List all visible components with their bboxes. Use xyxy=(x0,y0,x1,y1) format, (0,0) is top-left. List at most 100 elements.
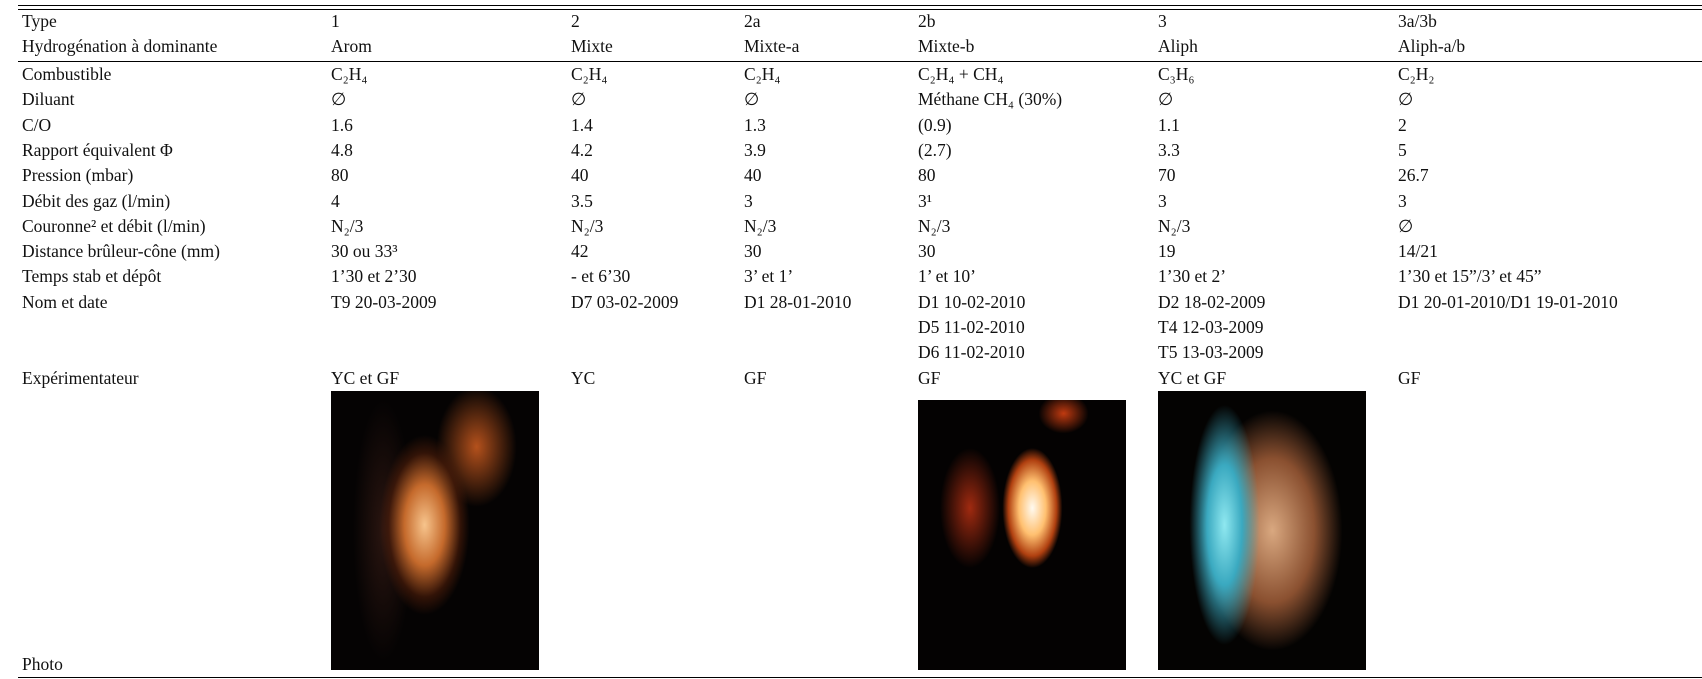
header-cell: Mixte-a xyxy=(744,36,800,57)
cell: N₂/3 xyxy=(918,215,951,236)
cell: 19 xyxy=(1158,241,1176,262)
cell: YC et GF xyxy=(1158,367,1227,388)
cell: 1’30 et 2’ xyxy=(1158,266,1227,287)
row-label: C/O xyxy=(22,114,52,135)
cell: C₂H₄ + CH₄ xyxy=(918,64,1004,84)
cell: 2 xyxy=(1398,114,1407,135)
cell: N₂/3 xyxy=(744,215,777,236)
cell: 30 xyxy=(744,241,762,262)
bottom-rule xyxy=(18,677,1702,678)
header-cell: Aliph xyxy=(1158,36,1198,57)
cell: 26.7 xyxy=(1398,165,1429,186)
cell: (0.9) xyxy=(918,114,952,135)
cell: C₂H₄ xyxy=(331,64,368,84)
cell: D2 18-02-2009 xyxy=(1158,291,1266,312)
cell: 3 xyxy=(1158,190,1167,211)
header-cell: 3a/3b xyxy=(1398,11,1437,31)
cell: 1.6 xyxy=(331,114,353,135)
cell: ∅ xyxy=(571,89,587,110)
cell: ∅ xyxy=(1398,89,1414,110)
flame-photo xyxy=(331,391,539,670)
cell: 1’30 et 2’30 xyxy=(331,266,417,287)
cell: 40 xyxy=(571,165,589,186)
cell: C₃H₆ xyxy=(1158,64,1195,84)
cell: GF xyxy=(1398,367,1421,388)
cell: GF xyxy=(744,367,767,388)
header-cell: Mixte xyxy=(571,36,613,57)
cell: ∅ xyxy=(331,89,347,110)
cell: 1.4 xyxy=(571,114,593,135)
header-cell: 3 xyxy=(1158,11,1167,31)
row-label: Nom et date xyxy=(22,291,108,312)
cell: N₂/3 xyxy=(331,215,364,236)
cell: D1 28-01-2010 xyxy=(744,291,852,312)
cell: D5 11-02-2010 xyxy=(918,317,1025,337)
cell: 3 xyxy=(744,190,753,211)
row-label: Pression (mbar) xyxy=(22,165,134,186)
row-label: Temps stab et dépôt xyxy=(22,266,162,287)
cell: 3.5 xyxy=(571,190,593,211)
cell: D1 10-02-2010 xyxy=(918,291,1026,312)
cell: 4.8 xyxy=(331,139,353,160)
flame-photo xyxy=(1158,391,1366,670)
cell: 3.3 xyxy=(1158,139,1180,160)
row-label: Combustible xyxy=(22,64,112,84)
cell: C₂H₂ xyxy=(1398,64,1435,84)
row-label: Distance brûleur-cône (mm) xyxy=(22,241,220,262)
cell: 3.9 xyxy=(744,139,766,160)
cell: (2.7) xyxy=(918,139,952,160)
row-label: Hydrogénation à dominante xyxy=(22,36,218,57)
top-rule xyxy=(18,9,1702,10)
cell: 70 xyxy=(1158,165,1176,186)
header-rule xyxy=(18,61,1702,62)
cell: 5 xyxy=(1398,139,1407,160)
cell: Méthane CH₄ (30%) xyxy=(918,89,1063,110)
header-cell: 1 xyxy=(331,11,340,31)
cell: T9 20-03-2009 xyxy=(331,291,437,312)
row-label: Photo xyxy=(22,654,63,674)
cell: D6 11-02-2010 xyxy=(918,342,1025,363)
cell: YC xyxy=(571,367,596,388)
cell: ∅ xyxy=(744,89,760,110)
cell: 14/21 xyxy=(1398,241,1438,262)
cell: 1’ et 10’ xyxy=(918,266,976,287)
header-cell: 2a xyxy=(744,11,761,31)
cell: C₂H₄ xyxy=(571,64,608,84)
cell: GF xyxy=(918,367,941,388)
cell: 1.3 xyxy=(744,114,766,135)
header-cell: Arom xyxy=(331,36,372,57)
cell: 30 ou 33³ xyxy=(331,241,398,262)
cell: 40 xyxy=(744,165,762,186)
cell: D1 20-01-2010/D1 19-01-2010 xyxy=(1398,291,1618,312)
cell: 1’30 et 15”/3’ et 45” xyxy=(1398,266,1542,287)
cell: 30 xyxy=(918,241,936,262)
cell: 3¹ xyxy=(918,190,932,211)
row-label: Débit des gaz (l/min) xyxy=(22,190,171,211)
row-label: Diluant xyxy=(22,89,75,110)
cell: - et 6’30 xyxy=(571,266,631,287)
top-rule xyxy=(18,5,1702,6)
cell: N₂/3 xyxy=(1158,215,1191,236)
cell: YC et GF xyxy=(331,367,400,388)
row-label: Expérimentateur xyxy=(22,367,139,388)
cell: T5 13-03-2009 xyxy=(1158,342,1264,363)
cell: 4 xyxy=(331,190,340,211)
cell: 3’ et 1’ xyxy=(744,266,794,287)
cell: 80 xyxy=(331,165,349,186)
header-cell: 2 xyxy=(571,11,580,31)
cell: 42 xyxy=(571,241,589,262)
flame-photo xyxy=(918,400,1126,670)
cell: T4 12-03-2009 xyxy=(1158,317,1264,337)
header-cell: Aliph-a/b xyxy=(1398,36,1466,57)
cell: 1.1 xyxy=(1158,114,1180,135)
cell: 80 xyxy=(918,165,936,186)
cell: ∅ xyxy=(1398,215,1414,236)
cell: C₂H₄ xyxy=(744,64,781,84)
cell: D7 03-02-2009 xyxy=(571,291,679,312)
header-cell: Mixte-b xyxy=(918,36,975,57)
row-label: Couronne² et débit (l/min) xyxy=(22,215,206,236)
cell: 4.2 xyxy=(571,139,593,160)
row-label: Rapport équivalent Φ xyxy=(22,139,173,160)
cell: ∅ xyxy=(1158,89,1174,110)
